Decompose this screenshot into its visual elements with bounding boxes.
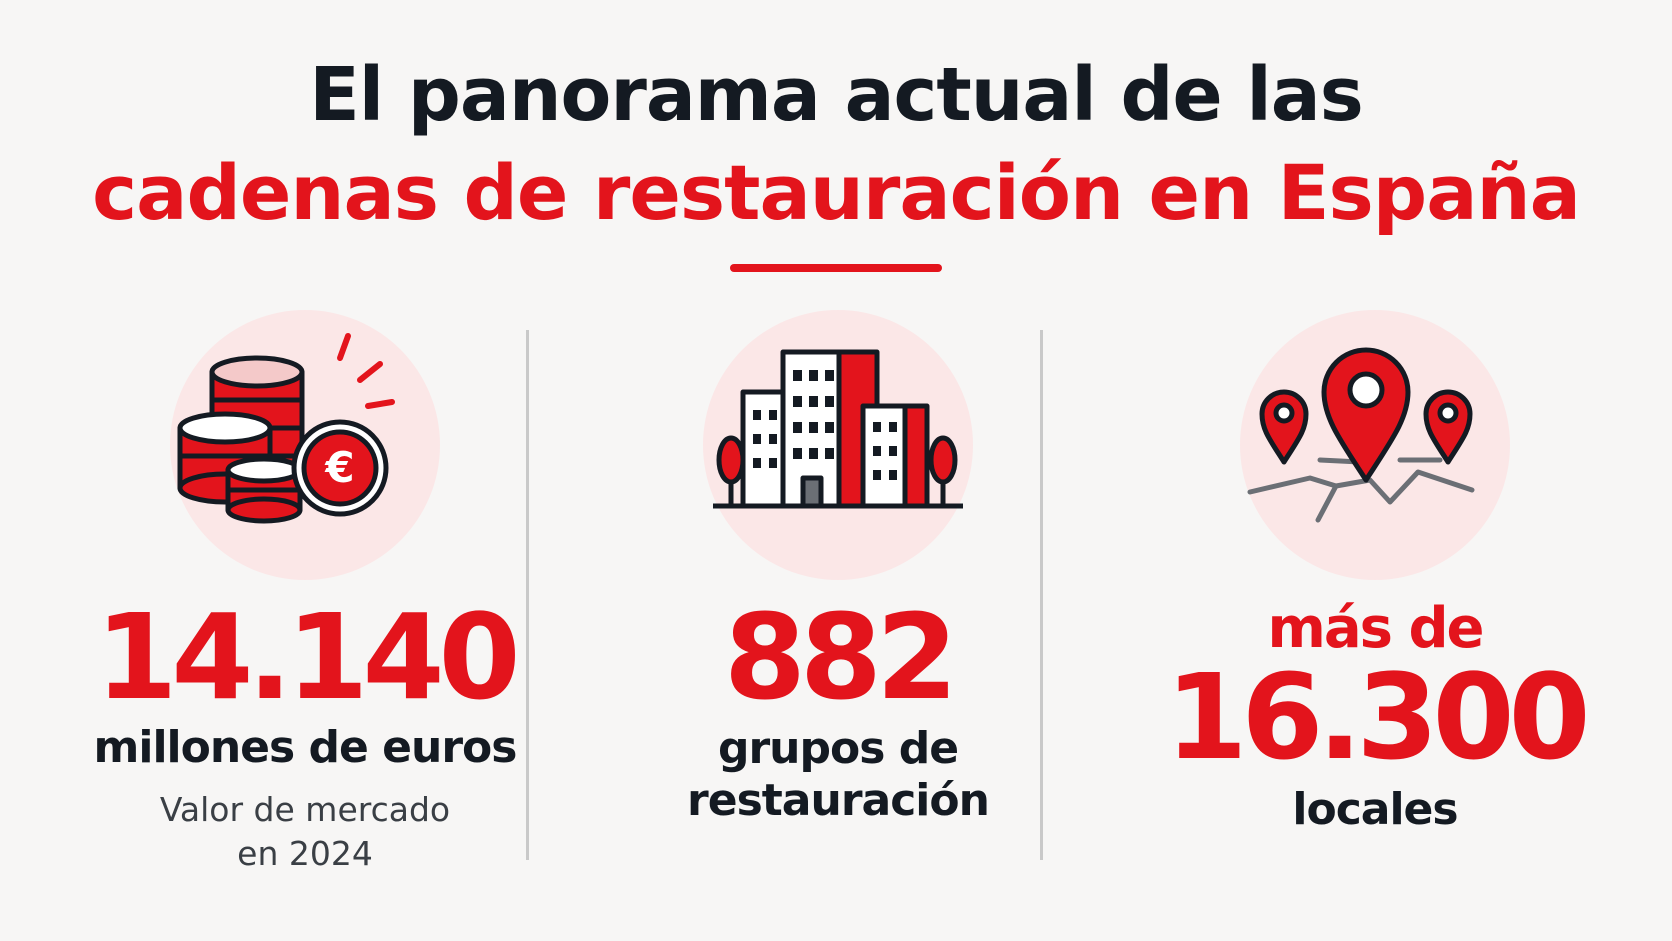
svg-text:€: € <box>324 443 354 492</box>
euro-coins-icon: € <box>170 310 440 580</box>
locations-number: 16.300 <box>1165 648 1590 786</box>
locations-label: locales <box>1292 784 1458 835</box>
column-divider-1 <box>526 330 529 860</box>
market-value-unit: millones de euros <box>93 722 518 773</box>
market-value-caption-line-1: Valor de mercado <box>159 790 451 829</box>
column-divider-2 <box>1040 330 1043 860</box>
buildings-icon <box>703 310 973 580</box>
market-value-caption-line-2: en 2024 <box>237 834 373 873</box>
market-value-number: 14.140 <box>95 588 520 726</box>
title-underline <box>730 264 942 272</box>
restaurant-groups-number: 882 <box>723 588 958 726</box>
stat-locations: más de 16.300 locales <box>1115 300 1635 920</box>
locations-prefix: más de <box>1267 596 1484 661</box>
map-pins-icon <box>1240 310 1510 580</box>
stat-restaurant-groups: 882 grupos de restauración <box>578 300 1098 920</box>
stat-market-value: € 14.140 millones de euros Valor de merc… <box>45 300 565 920</box>
restaurant-groups-label-line-2: restauración <box>687 775 990 826</box>
page-title-line-1: El panorama actual de las <box>309 52 1364 138</box>
restaurant-groups-label-line-1: grupos de <box>717 723 959 774</box>
page-title-line-2: cadenas de restauración en España <box>92 148 1581 237</box>
